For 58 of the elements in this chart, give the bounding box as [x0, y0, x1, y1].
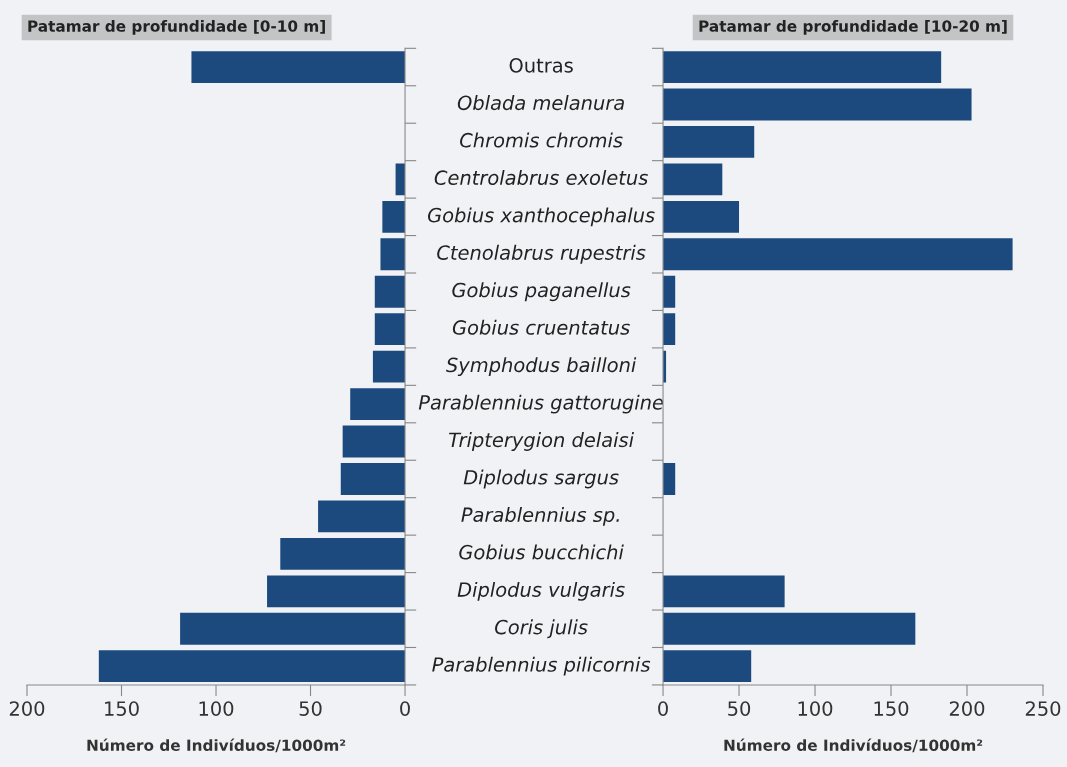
bar [663, 575, 785, 608]
y-tick-label: Gobius xanthocephalus [427, 207, 655, 227]
chart-title: Patamar de profundidade [10-20 m] [699, 20, 1007, 35]
y-tick-label: Gobius bucchichi [459, 544, 624, 560]
bar [350, 388, 406, 420]
y-tick-label: Diplodus vulgaris [457, 581, 625, 601]
y-tick-label: Coris julis [495, 619, 588, 639]
bar [280, 537, 406, 570]
x-tick-label: 200 [9, 701, 45, 716]
bar [180, 612, 406, 645]
y-tick-label: Parablennius pilicornis [432, 656, 651, 676]
bar [318, 500, 406, 533]
y-tick-label: Outras [509, 57, 573, 73]
x-tick-label: 150 [105, 701, 139, 716]
y-tick-label: Diplodus sargus [463, 469, 619, 489]
x-tick-label: 250 [1025, 701, 1061, 716]
bar [663, 463, 676, 495]
y-tick-label: Chromis chromis [460, 132, 623, 148]
x-tick-label: 100 [199, 701, 234, 716]
x-axis-title: Número de Indivíduos/1000m² [87, 738, 346, 753]
bar [663, 275, 676, 308]
bar [663, 200, 740, 233]
bar [374, 313, 406, 346]
y-tick-label: Gobius paganellus [452, 282, 631, 302]
y-tick-label: Oblada melanura [457, 95, 624, 111]
bar [340, 463, 406, 495]
x-tick-label: 50 [299, 701, 322, 716]
x-tick-label: 0 [400, 701, 410, 716]
bar [663, 612, 916, 645]
bar [374, 275, 406, 308]
bar [342, 425, 406, 458]
bar [372, 350, 406, 383]
bar [267, 575, 406, 608]
x-tick-label: 0 [658, 701, 668, 716]
x-tick-label: 50 [728, 701, 751, 716]
bar [663, 313, 676, 346]
bar [663, 238, 1013, 271]
bar [663, 88, 972, 121]
bar [663, 51, 942, 83]
bar [191, 51, 406, 83]
bar [663, 163, 723, 196]
x-axis-title: Número de Indivíduos/1000m² [724, 738, 983, 753]
x-tick-label: 150 [874, 701, 909, 716]
bar [663, 126, 755, 158]
bar [380, 238, 406, 271]
y-tick-label: Symphodus bailloni [446, 357, 637, 377]
bar [98, 650, 406, 683]
y-tick-label: Parablennius sp. [461, 507, 619, 526]
y-tick-label: Parablennius gattorugine [418, 394, 664, 414]
bar [663, 650, 752, 683]
y-tick-label: Gobius cruentatus [452, 319, 630, 335]
y-tick-label: Ctenolabrus rupestris [437, 244, 646, 264]
y-tick-label: Centrolabrus exoletus [434, 169, 648, 186]
x-tick-label: 100 [798, 701, 833, 716]
x-tick-label: 200 [949, 701, 985, 716]
bar [382, 200, 406, 233]
chart-title: Patamar de profundidade [0-10 m] [28, 20, 325, 35]
y-tick-label: Tripterygion delaisi [449, 432, 634, 451]
